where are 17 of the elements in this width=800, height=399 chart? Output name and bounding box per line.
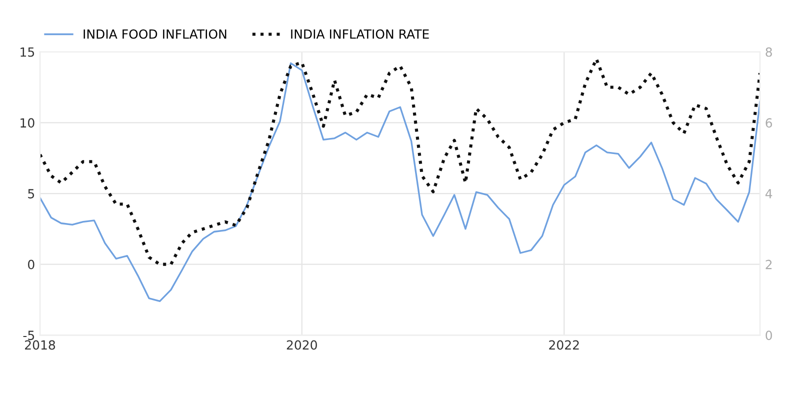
y2-tick-label: 0 (766, 330, 772, 340)
y2-tick-label: 8 (766, 47, 772, 57)
y2-tick-label: 2 (766, 260, 772, 270)
y-tick-label: -5 (23, 330, 34, 340)
legend-label: INDIA INFLATION RATE (291, 29, 429, 39)
y2-tick-label: 6 (766, 118, 772, 128)
y-tick-label: 0 (28, 260, 34, 270)
y-tick-label: 15 (20, 48, 34, 57)
y-tick-label: 5 (28, 189, 34, 198)
line-series (40, 57, 760, 266)
x-tick-label: 2022 (549, 340, 579, 350)
x-tick-label: 2020 (286, 340, 317, 350)
y2-tick-label: 4 (765, 189, 772, 198)
legend-label: INDIA FOOD INFLATION (84, 29, 226, 39)
x-tick-label: 2018 (25, 340, 56, 350)
line-series (40, 62, 760, 302)
y-tick-label: 10 (20, 118, 34, 128)
